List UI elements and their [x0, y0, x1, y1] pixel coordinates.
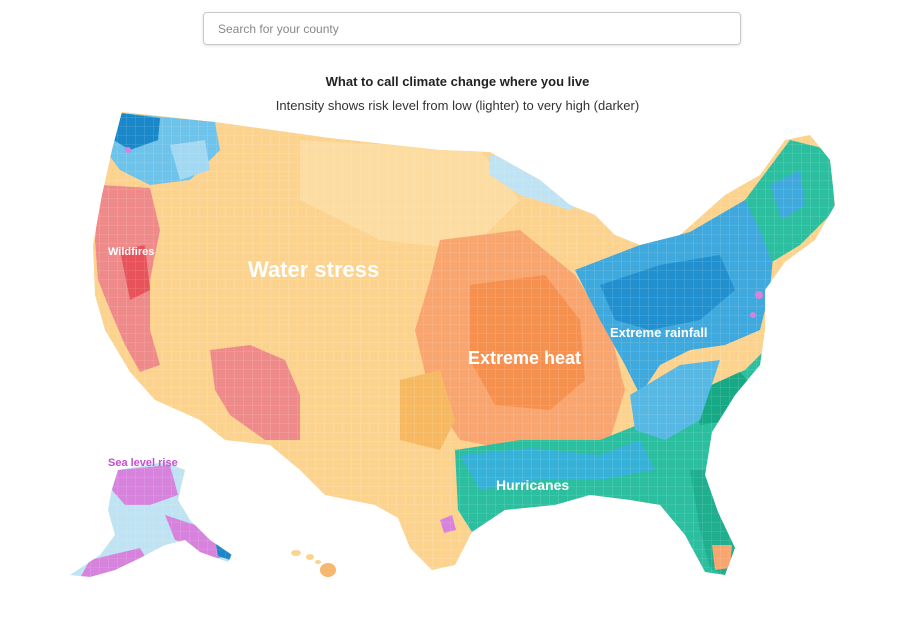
- hawaii: [291, 550, 336, 577]
- extreme-heat-label: Extreme heat: [468, 348, 581, 368]
- county-search-box[interactable]: [203, 12, 741, 45]
- sea-level-marker: [750, 312, 756, 318]
- wildfires-label: Wildfires: [108, 246, 154, 258]
- contiguous-us: [93, 112, 835, 575]
- water-stress-label: Water stress: [248, 257, 379, 282]
- alaska: [70, 462, 232, 577]
- sea-level-marker: [755, 291, 763, 299]
- sea-level-rise-label: Sea level rise: [108, 457, 178, 469]
- hurricanes-label: Hurricanes: [496, 477, 569, 493]
- map-title: What to call climate change where you li…: [325, 74, 590, 89]
- sea-level-marker: [125, 147, 131, 153]
- county-search-input[interactable]: [204, 13, 740, 44]
- extreme-rainfall-label: Extreme rainfall: [610, 325, 708, 340]
- map-subtitle: Intensity shows risk level from low (lig…: [275, 98, 640, 113]
